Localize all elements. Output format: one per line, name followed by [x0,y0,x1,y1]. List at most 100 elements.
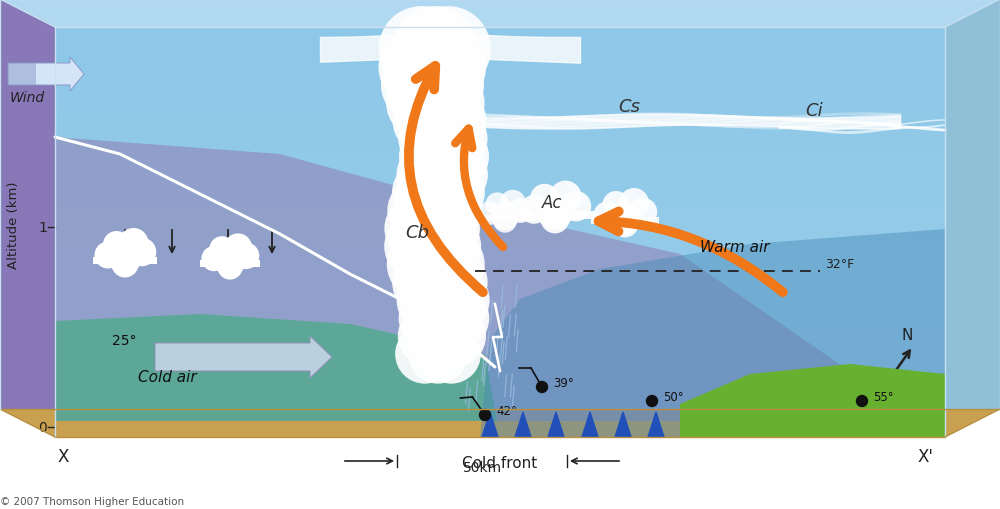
FancyArrow shape [8,58,84,92]
Polygon shape [55,369,945,383]
Circle shape [411,212,481,282]
Circle shape [411,194,480,264]
Polygon shape [200,261,260,267]
Circle shape [619,189,649,218]
Circle shape [400,229,471,300]
Circle shape [393,88,460,155]
Text: X': X' [918,447,934,465]
Text: X: X [58,447,69,465]
Circle shape [399,287,463,351]
Circle shape [425,126,489,189]
Polygon shape [648,412,664,437]
Circle shape [386,68,458,139]
Circle shape [536,382,548,393]
Polygon shape [582,412,598,437]
Polygon shape [591,217,659,224]
Circle shape [500,190,526,216]
Circle shape [418,160,485,227]
Text: 55°: 55° [873,391,894,404]
FancyArrow shape [8,64,36,86]
Circle shape [550,181,582,213]
Polygon shape [480,230,945,437]
Circle shape [405,7,491,93]
Circle shape [413,229,485,300]
Polygon shape [548,412,564,437]
Polygon shape [55,315,500,437]
Circle shape [103,232,130,259]
Circle shape [392,248,461,317]
Circle shape [387,177,455,245]
Circle shape [405,160,472,227]
Circle shape [233,243,259,270]
Circle shape [406,88,473,155]
Circle shape [378,27,460,108]
Text: Warm air: Warm air [700,240,770,254]
Circle shape [215,246,245,277]
Text: Altitude (km): Altitude (km) [7,181,21,268]
Polygon shape [482,412,498,437]
Circle shape [508,199,533,223]
Circle shape [520,195,548,224]
Circle shape [392,27,473,108]
Polygon shape [55,138,945,437]
Circle shape [412,126,476,189]
Circle shape [405,27,486,108]
Circle shape [399,126,463,189]
Polygon shape [55,301,945,315]
Polygon shape [55,273,945,287]
Text: 1: 1 [38,220,47,235]
Circle shape [419,88,486,155]
Circle shape [408,325,468,384]
Circle shape [407,47,484,124]
Text: 32°F: 32°F [825,258,854,270]
Circle shape [422,325,481,384]
Polygon shape [0,409,1000,437]
Text: Wind: Wind [10,91,45,105]
Polygon shape [93,257,157,265]
Circle shape [397,212,468,282]
Circle shape [411,305,473,367]
Circle shape [491,202,519,231]
Circle shape [392,160,458,227]
Polygon shape [55,28,945,437]
Polygon shape [475,215,535,221]
Circle shape [387,229,458,300]
Circle shape [608,202,642,235]
Polygon shape [55,396,945,410]
FancyArrowPatch shape [409,67,483,293]
Circle shape [424,305,486,367]
Circle shape [410,267,476,334]
Circle shape [410,143,475,208]
Polygon shape [55,342,945,355]
Polygon shape [55,328,945,342]
Circle shape [412,287,476,351]
Circle shape [209,237,235,262]
Circle shape [128,238,156,267]
Polygon shape [55,410,945,423]
Text: 50°: 50° [663,391,684,404]
Circle shape [537,195,573,231]
Text: Cb: Cb [405,223,429,242]
Circle shape [629,199,657,227]
Circle shape [398,108,461,171]
Circle shape [594,202,620,229]
Polygon shape [55,383,945,396]
Circle shape [401,177,468,245]
Circle shape [217,255,243,280]
Circle shape [411,108,474,171]
Circle shape [425,287,489,351]
Circle shape [384,212,455,282]
Polygon shape [55,423,945,437]
FancyArrow shape [155,336,332,378]
Polygon shape [0,0,1000,28]
Polygon shape [55,315,945,328]
Circle shape [398,305,460,367]
Circle shape [201,246,227,272]
Circle shape [485,193,509,216]
Circle shape [479,410,490,420]
Circle shape [414,177,482,245]
Polygon shape [55,421,945,437]
Polygon shape [680,364,945,437]
Circle shape [423,267,490,334]
Text: 0: 0 [38,420,47,434]
